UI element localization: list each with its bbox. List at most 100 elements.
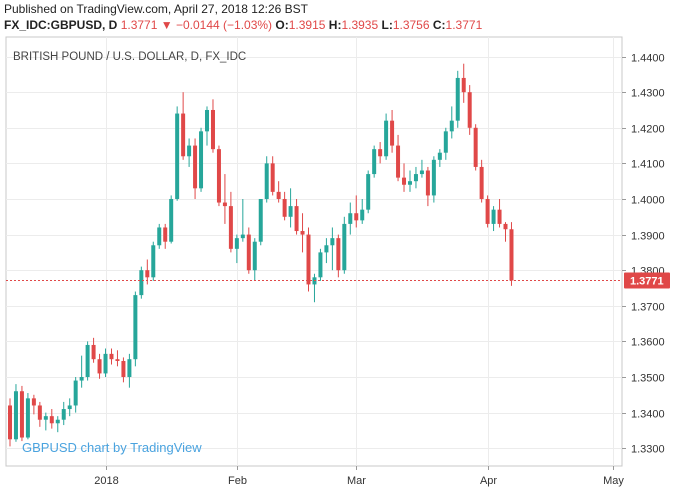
candle xyxy=(91,337,96,363)
candle xyxy=(228,191,233,253)
candle-body xyxy=(157,227,162,246)
candle xyxy=(61,401,66,426)
candle-body xyxy=(282,198,287,217)
candle xyxy=(55,416,60,433)
candle xyxy=(264,156,269,203)
candle xyxy=(449,106,454,139)
candle xyxy=(19,385,24,442)
y-tick-label: 1.3400 xyxy=(631,409,665,421)
candle-body xyxy=(55,419,60,424)
candle-body xyxy=(216,149,221,203)
candle xyxy=(43,412,48,431)
candle xyxy=(354,195,359,228)
candle xyxy=(169,195,174,244)
candle xyxy=(419,159,424,178)
ohlc-header: FX_IDC:GBPUSD, D 1.3771 ▼ −0.0144 (−1.03… xyxy=(4,18,482,32)
candle xyxy=(181,92,186,160)
low-label: L: xyxy=(381,18,393,32)
candle-body xyxy=(473,127,478,167)
candle xyxy=(425,166,430,207)
candle xyxy=(300,213,305,253)
candle-body xyxy=(91,344,96,360)
candle xyxy=(252,238,257,281)
candle xyxy=(348,202,353,235)
candle-body xyxy=(115,359,120,361)
candle-body xyxy=(455,77,460,121)
candle xyxy=(109,348,114,365)
candle xyxy=(384,113,389,160)
candle-body xyxy=(31,398,36,406)
candle-body xyxy=(306,234,311,285)
candle-body xyxy=(163,227,168,242)
candle xyxy=(509,222,514,286)
candle-body xyxy=(61,409,66,420)
candle-body xyxy=(390,120,395,146)
candle-body xyxy=(240,234,245,239)
candle-body xyxy=(73,380,78,406)
candle-body xyxy=(485,198,490,224)
candle xyxy=(485,195,490,228)
candle-body xyxy=(199,131,204,189)
candle-body xyxy=(437,152,442,160)
candle-body xyxy=(139,270,144,296)
candle xyxy=(324,238,329,264)
symbol: FX_IDC:GBPUSD, D xyxy=(4,18,118,32)
candle xyxy=(336,234,341,278)
candle-body xyxy=(330,238,335,246)
candle xyxy=(407,170,412,192)
candle xyxy=(210,99,215,153)
x-tick-label: May xyxy=(603,475,624,487)
candle-body xyxy=(228,206,233,249)
candle-body xyxy=(425,170,430,196)
candle-body xyxy=(133,295,138,360)
candle xyxy=(390,109,395,153)
candle xyxy=(431,156,436,203)
candle xyxy=(467,85,472,135)
candle-body xyxy=(479,166,484,199)
candle xyxy=(318,248,323,281)
candle xyxy=(360,198,365,224)
candle-body xyxy=(187,145,192,157)
last-price-badge xyxy=(624,272,670,289)
candle xyxy=(294,198,299,235)
y-tick-label: 1.4300 xyxy=(631,88,665,100)
close-label: C: xyxy=(432,18,446,32)
candle-body xyxy=(37,405,42,420)
candle-body xyxy=(407,181,412,185)
open-label: O: xyxy=(275,18,289,32)
high-label: H: xyxy=(328,18,342,32)
candle-body xyxy=(318,252,323,278)
candle xyxy=(97,353,102,379)
price-change: −0.0144 (−1.03%) xyxy=(175,18,273,32)
candle xyxy=(473,124,478,171)
candle-body xyxy=(49,416,54,424)
y-tick-label: 1.3700 xyxy=(631,302,665,314)
candle xyxy=(163,223,168,249)
candle xyxy=(270,156,275,196)
candle xyxy=(222,174,227,224)
candle xyxy=(246,227,251,274)
candle-body xyxy=(366,174,371,210)
candle-body xyxy=(402,177,407,185)
published-line: Published on TradingView.com, April 27, … xyxy=(4,2,308,16)
candle xyxy=(461,63,466,103)
candle-body xyxy=(79,376,84,381)
candle-body xyxy=(294,206,299,232)
candle xyxy=(378,142,383,164)
candle xyxy=(49,409,54,429)
candle-body xyxy=(467,92,472,128)
candle xyxy=(205,106,210,146)
candle-body xyxy=(145,270,150,278)
candle xyxy=(199,127,204,192)
candle-body xyxy=(85,344,90,377)
candle-body xyxy=(246,234,251,271)
candle-body xyxy=(419,170,424,175)
candle-body xyxy=(348,213,353,224)
candle-body xyxy=(336,238,341,271)
candle xyxy=(342,216,347,274)
chart-title: BRITISH POUND / U.S. DOLLAR, D, FX_IDC xyxy=(13,51,246,63)
y-tick-label: 1.3300 xyxy=(631,444,665,456)
y-tick-label: 1.4400 xyxy=(631,53,665,65)
candle xyxy=(67,398,72,417)
